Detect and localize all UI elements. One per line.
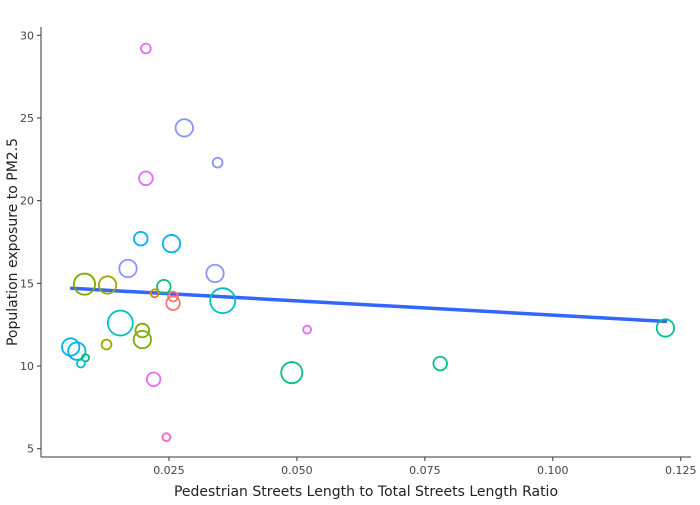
data-point <box>106 309 134 337</box>
data-point <box>209 287 237 315</box>
data-point <box>138 170 154 187</box>
data-point <box>280 361 304 385</box>
x-tick-label: 0.100 <box>537 464 569 477</box>
data-point <box>133 230 149 247</box>
data-point <box>140 42 152 55</box>
y-tick-label: 20 <box>20 195 34 208</box>
y-tick-label: 10 <box>20 360 34 373</box>
x-tick-label: 0.025 <box>153 464 185 477</box>
data-point <box>61 337 81 357</box>
x-tick-label: 0.050 <box>281 464 313 477</box>
data-point <box>100 338 113 351</box>
x-tick-label: 0.125 <box>665 464 697 477</box>
data-point <box>161 234 182 254</box>
data-point <box>149 288 160 299</box>
data-point <box>132 329 152 350</box>
y-axis-title: Population exposure to PM2.5 <box>5 138 21 346</box>
data-point <box>134 322 151 339</box>
data-point <box>73 272 97 296</box>
trend-line <box>69 286 668 324</box>
y-tick-label: 5 <box>27 443 34 456</box>
data-point <box>205 263 225 284</box>
data-point <box>174 118 194 138</box>
data-point <box>211 156 224 169</box>
data-point <box>161 432 172 443</box>
data-point <box>118 258 138 279</box>
data-point <box>167 290 179 303</box>
data-point <box>145 371 162 387</box>
y-tick-label: 30 <box>20 29 34 42</box>
trend-layer <box>69 286 668 324</box>
data-point <box>156 278 172 295</box>
data-point <box>655 318 676 338</box>
data-point <box>76 358 86 369</box>
y-tick-label: 15 <box>20 277 34 290</box>
x-axis-title: Pedestrian Streets Length to Total Stree… <box>174 484 558 500</box>
y-tick-label: 25 <box>20 112 34 125</box>
data-point <box>97 275 118 295</box>
data-point <box>302 324 312 335</box>
data-point <box>432 355 448 372</box>
data-point <box>81 353 90 363</box>
x-tick-label: 0.075 <box>409 464 441 477</box>
axes-layer: 0.025 0.050 0.075 0.100 0.125 5 10 15 20 25 30 <box>20 27 697 477</box>
points-layer <box>61 42 676 443</box>
data-point <box>67 341 87 361</box>
data-point <box>165 295 181 311</box>
